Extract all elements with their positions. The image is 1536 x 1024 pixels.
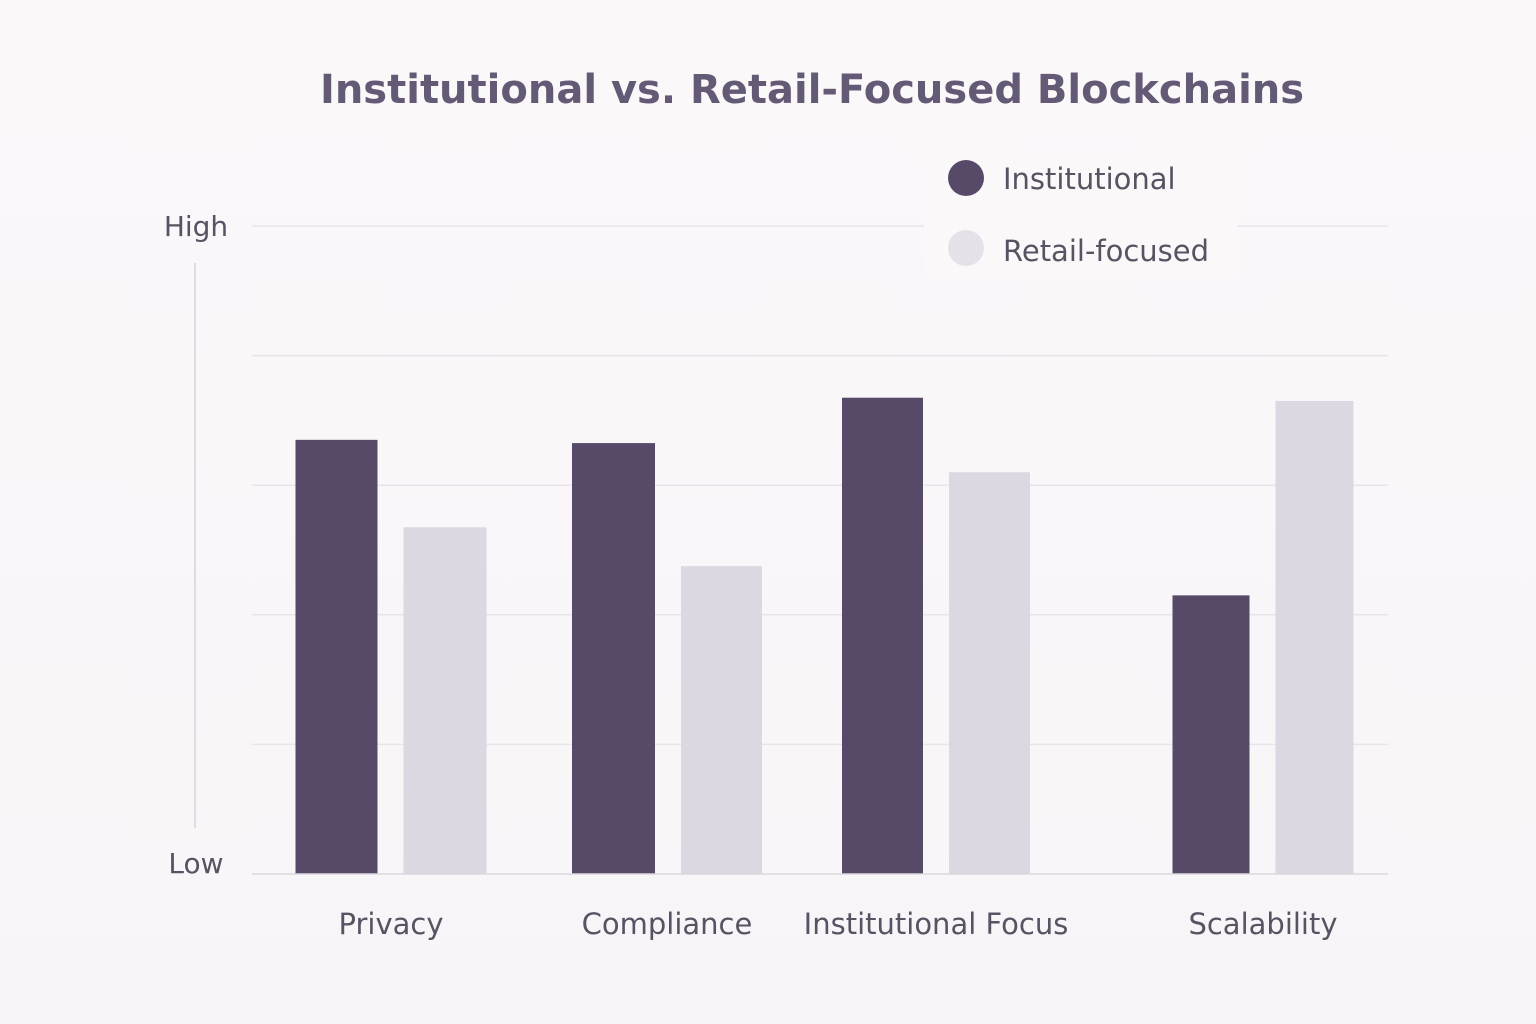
legend-marker-retail bbox=[948, 230, 984, 266]
x-tick-label-compliance: Compliance bbox=[582, 907, 753, 941]
legend-label-retail: Retail-focused bbox=[1003, 234, 1209, 268]
bar-retail-focused-privacy bbox=[403, 527, 487, 874]
legend: Institutional Retail-focused bbox=[924, 150, 1238, 278]
x-tick-label-scalability: Scalability bbox=[1188, 907, 1337, 941]
bar-retail-focused-institutional-focus bbox=[949, 472, 1030, 874]
y-axis-low-label: Low bbox=[168, 847, 223, 880]
legend-label-institutional: Institutional bbox=[1003, 162, 1176, 196]
y-axis-high-label: High bbox=[164, 210, 228, 243]
x-tick-label-privacy: Privacy bbox=[339, 907, 444, 941]
x-tick-label-institutional-focus: Institutional Focus bbox=[804, 907, 1069, 941]
legend-marker-institutional bbox=[948, 160, 984, 196]
chart-title: Institutional vs. Retail-Focused Blockch… bbox=[320, 67, 1304, 113]
bars bbox=[295, 397, 1354, 874]
bar-institutional-scalability bbox=[1172, 595, 1250, 874]
x-tick-labels: Privacy Compliance Institutional Focus Scal… bbox=[339, 907, 1338, 941]
bar-retail-focused-scalability bbox=[1275, 400, 1354, 874]
bar-institutional-compliance bbox=[572, 443, 655, 874]
bar-retail-focused-compliance bbox=[681, 566, 762, 874]
bar-institutional-institutional-focus bbox=[842, 397, 923, 874]
bar-institutional-privacy bbox=[295, 439, 378, 874]
